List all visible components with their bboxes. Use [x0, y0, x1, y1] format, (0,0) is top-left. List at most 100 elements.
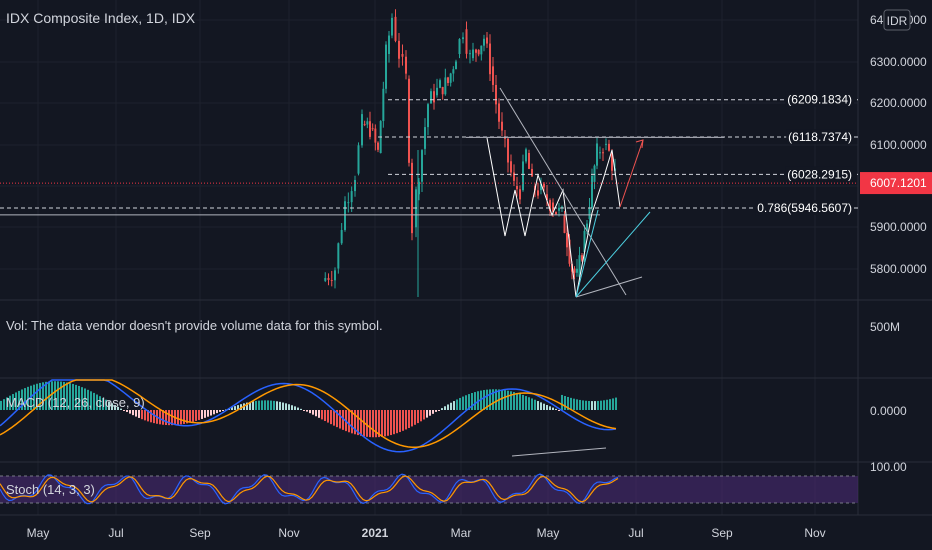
time-tick-label: Nov [804, 526, 825, 540]
macd-histogram-bar [102, 397, 104, 410]
candle-body [489, 43, 491, 75]
macd-histogram-bar [597, 400, 599, 410]
macd-histogram-bar [405, 410, 407, 430]
candle-body [495, 84, 497, 105]
candle-body [591, 175, 593, 208]
macd-histogram-bar [213, 410, 215, 415]
candle-body [421, 150, 423, 182]
candle-body [602, 152, 604, 154]
time-tick-label: Jul [628, 526, 643, 540]
trend-line[interactable] [499, 87, 627, 296]
arrow-head [635, 139, 644, 149]
macd-label[interactable]: MACD (12, 26, close, 9) [6, 395, 145, 410]
macd-pane [0, 379, 617, 457]
macd-histogram-bar [282, 402, 284, 410]
macd-histogram-bar [432, 410, 434, 414]
macd-histogram-bar [273, 400, 275, 410]
macd-histogram-bar [255, 400, 257, 410]
candle-body [394, 16, 397, 41]
candle-body [480, 45, 483, 55]
macd-histogram-bar [15, 392, 17, 410]
macd-histogram-bar [141, 410, 143, 420]
macd-histogram-bar [372, 410, 374, 438]
candle-body [449, 73, 452, 83]
macd-histogram-bar [36, 383, 38, 410]
macd-histogram-bar [252, 401, 254, 410]
candle-body [510, 161, 512, 173]
volume-axis-label: 500M [870, 320, 900, 334]
trend-line[interactable] [575, 276, 643, 298]
macd-histogram-bar [75, 384, 77, 410]
currency-badge[interactable]: IDR [883, 9, 911, 31]
macd-histogram-bar [327, 410, 329, 423]
macd-histogram-bar [81, 387, 83, 410]
drawing-tools [486, 87, 651, 298]
fib-fan-line[interactable] [575, 209, 599, 298]
macd-histogram-bar [294, 406, 296, 410]
projection-arrow[interactable] [619, 139, 644, 208]
macd-histogram-bar [303, 410, 305, 411]
macd-histogram-bar [0, 400, 2, 410]
macd-histogram-bar [375, 410, 377, 438]
macd-histogram-bar [261, 400, 263, 410]
macd-histogram-bar [573, 398, 575, 410]
candle-body [605, 143, 607, 145]
candle-body [581, 255, 583, 261]
macd-histogram-bar [120, 408, 122, 410]
macd-histogram-bar [456, 399, 458, 410]
level-label-bg [785, 166, 854, 182]
price-tick-label: 6200.0000 [870, 96, 927, 110]
candle-body [583, 230, 586, 252]
candle-body [388, 35, 390, 54]
candle-body [501, 121, 503, 131]
stoch-label[interactable]: Stoch (14, 3, 3) [6, 482, 95, 497]
macd-histogram-bar [321, 410, 323, 420]
divergence-line[interactable] [511, 447, 607, 457]
macd-histogram-bar [402, 410, 404, 431]
time-tick-label: May [537, 526, 560, 540]
fib-fan-line[interactable] [575, 211, 651, 298]
stoch-pane [0, 473, 858, 505]
macd-histogram-bar [315, 410, 317, 417]
macd-histogram-bar [483, 390, 485, 410]
macd-histogram-bar [54, 381, 56, 410]
axes: 6400.00006300.00006200.00006100.00005900… [27, 13, 932, 540]
candle-body [513, 172, 515, 181]
macd-histogram-bar [234, 406, 236, 410]
candle-body [555, 211, 557, 215]
currency-label: IDR [887, 14, 908, 28]
macd-histogram-bar [183, 410, 185, 424]
signal-line [0, 379, 617, 448]
macd-histogram-bar [537, 401, 539, 410]
macd-histogram-bar [492, 389, 494, 410]
macd-histogram-bar [90, 391, 92, 410]
candle-body [424, 127, 426, 149]
macd-histogram-bar [117, 406, 119, 410]
macd-histogram-bar [378, 410, 380, 438]
elliott-wave-drawing[interactable] [486, 137, 621, 298]
macd-histogram-bar [540, 402, 542, 410]
macd-histogram-bar [588, 400, 590, 410]
macd-histogram-bar [594, 401, 596, 410]
macd-histogram-bar [300, 408, 302, 410]
candle-body [465, 29, 468, 54]
macd-histogram-bar [408, 410, 410, 428]
candle-body [344, 201, 346, 230]
candle-body [324, 277, 327, 281]
candle-body [586, 223, 588, 231]
macd-histogram-bar [384, 410, 386, 437]
candle-body [549, 200, 551, 212]
candle-body [398, 40, 400, 59]
macd-histogram-bar [66, 382, 68, 410]
candle-body [596, 143, 598, 166]
candle-body [340, 229, 343, 244]
macd-histogram-bar [114, 405, 116, 410]
candle-body [330, 279, 333, 281]
macd-histogram-bar [312, 410, 314, 415]
macd-histogram-bar [414, 410, 416, 425]
candle-body [354, 180, 356, 192]
macd-histogram-bar [546, 405, 548, 410]
candle-body [427, 104, 429, 128]
macd-histogram-bar [264, 400, 266, 410]
macd-histogram-bar [216, 410, 218, 414]
